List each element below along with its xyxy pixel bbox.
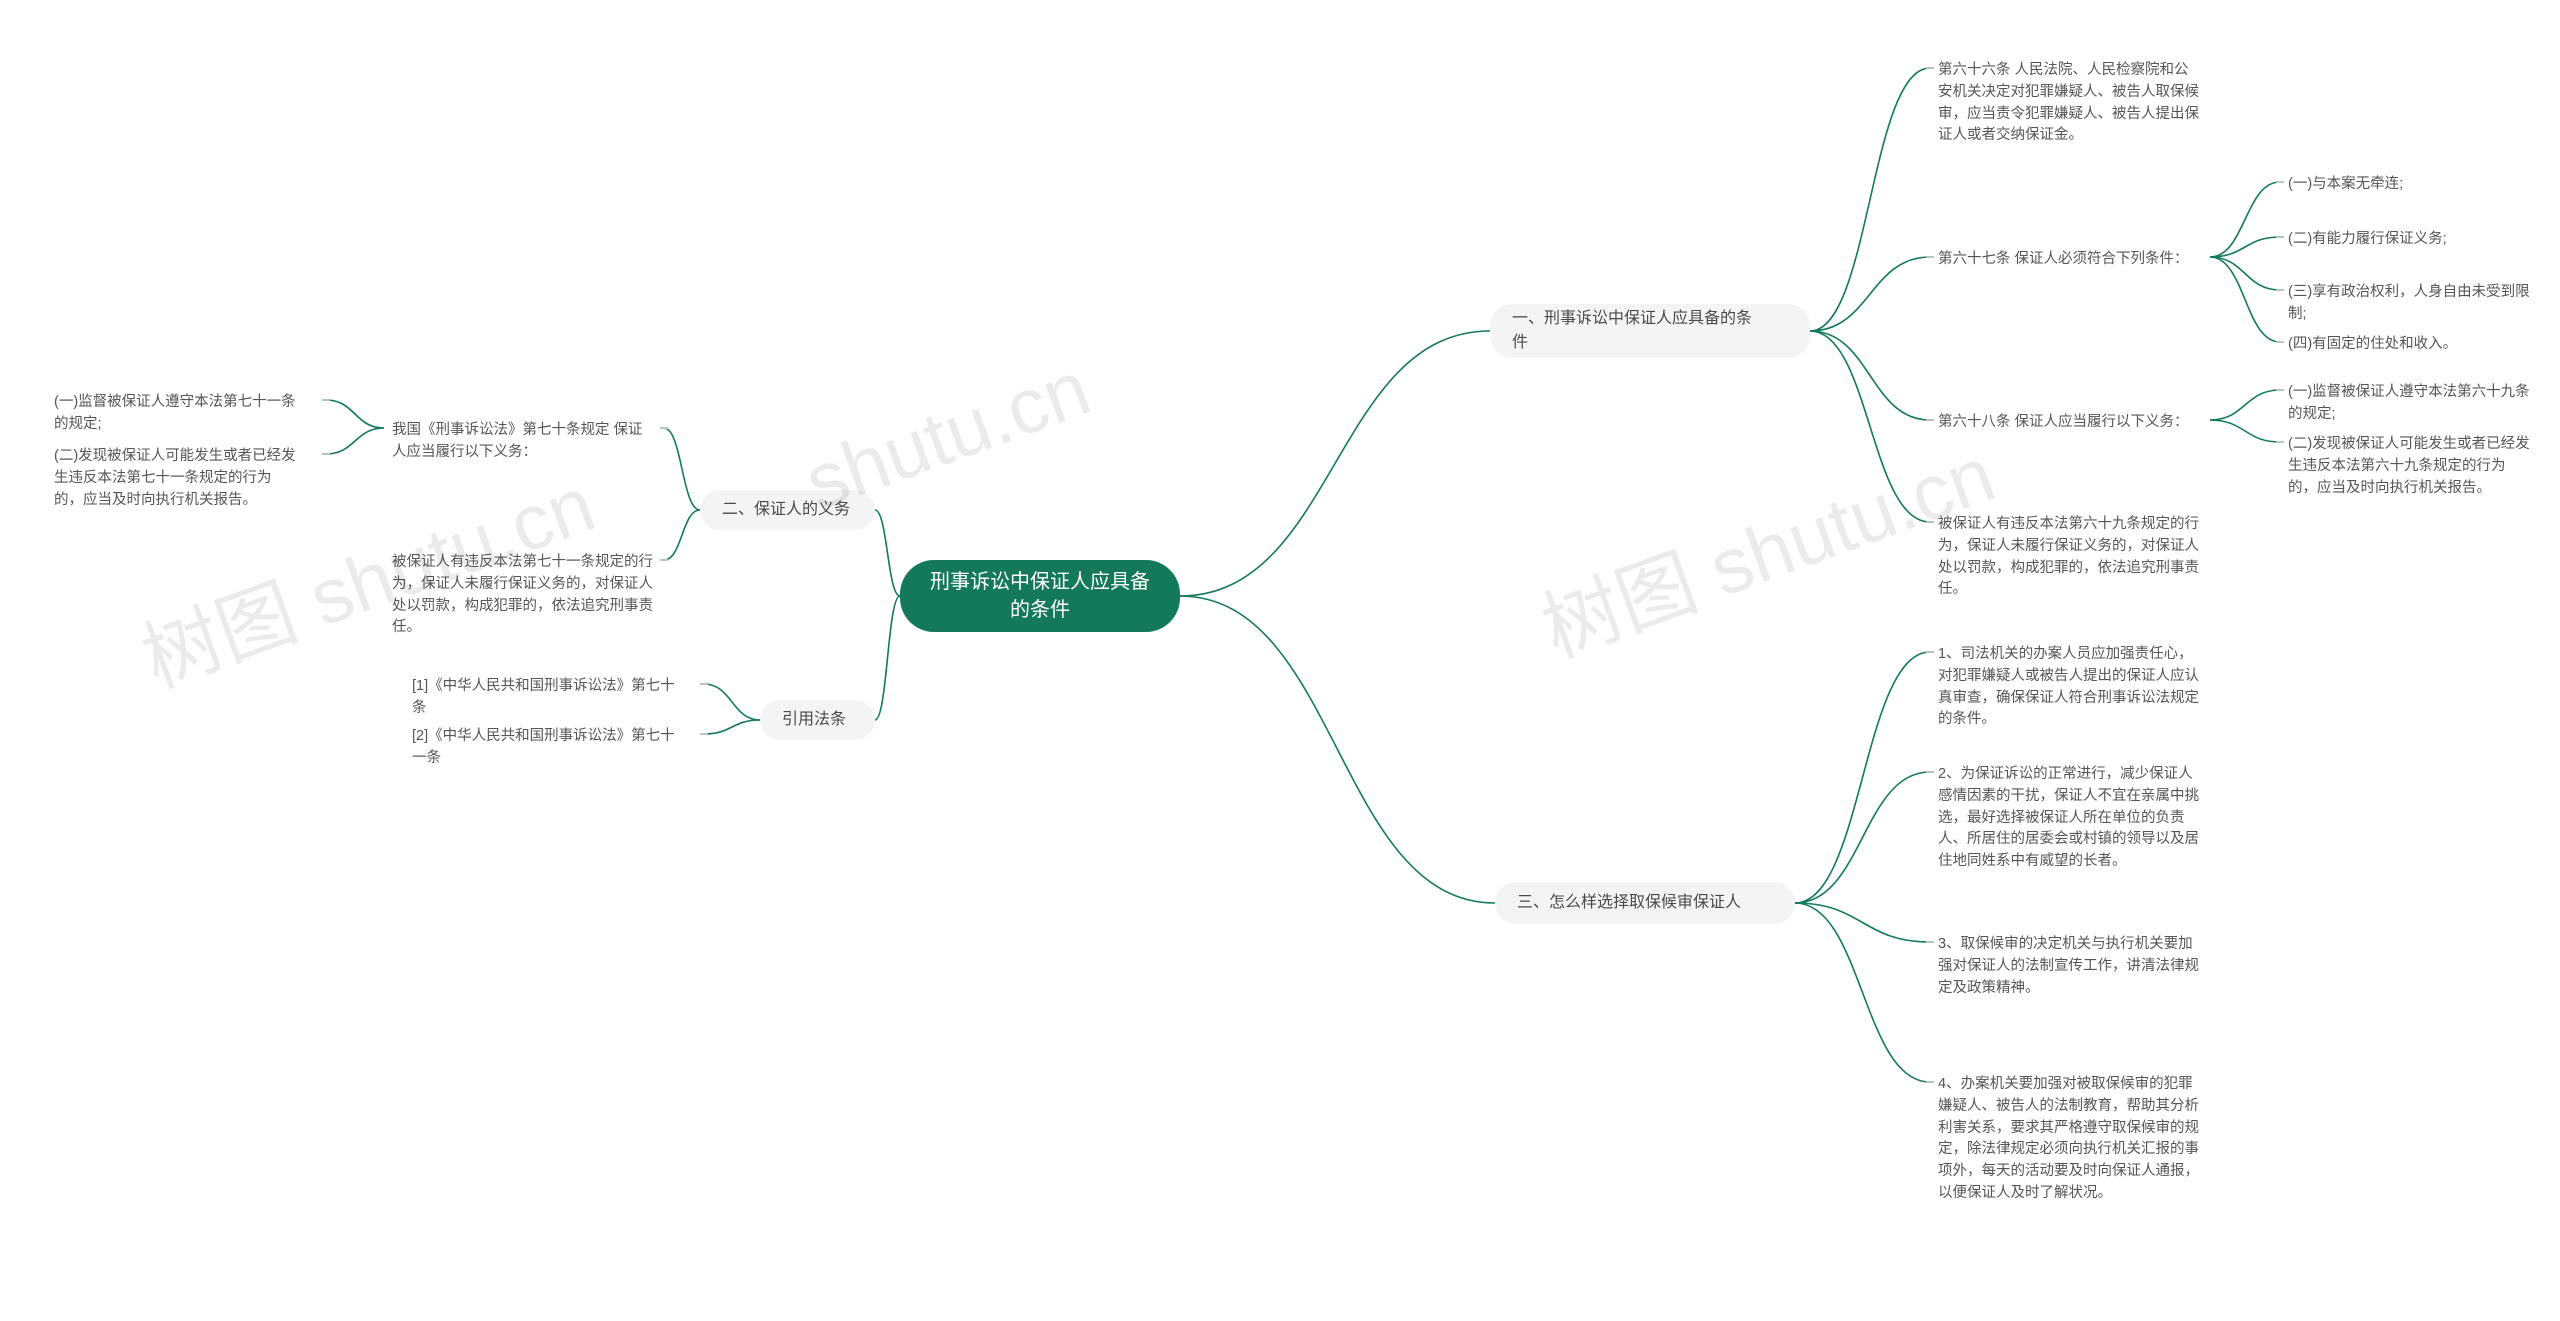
branch-node-l2: 二、保证人的义务 — [700, 490, 875, 530]
leaf-node-r3d: 4、办案机关要加强对被取保候审的犯罪嫌疑人、被告人的法制教育，帮助其分析利害关系… — [1930, 1070, 2210, 1209]
leaf-node-r1d: 被保证人有违反本法第六十九条规定的行为，保证人未履行保证义务的，对保证人处以罚款… — [1930, 510, 2210, 605]
leaf-node-r1c: 第六十八条 保证人应当履行以下义务： — [1930, 408, 2210, 438]
leaf-node-r3a: 1、司法机关的办案人员应加强责任心，对犯罪嫌疑人或被告人提出的保证人应认真审查，… — [1930, 640, 2210, 735]
leaf-node-l2b: 被保证人有违反本法第七十一条规定的行为，保证人未履行保证义务的，对保证人处以罚款… — [384, 548, 664, 643]
leaf-node-l4a: [1]《中华人民共和国刑事诉讼法》第七十条 — [404, 672, 694, 724]
leaf-node-r1b3: (三)享有政治权利，人身自由未受到限制; — [2280, 278, 2540, 330]
branch-node-r1: 一、刑事诉讼中保证人应具备的条 件 — [1490, 304, 1810, 358]
leaf-node-l4b: [2]《中华人民共和国刑事诉讼法》第七十一条 — [404, 722, 694, 774]
leaf-node-r1b2: (二)有能力履行保证义务; — [2280, 225, 2520, 255]
leaf-node-r1b1: (一)与本案无牵连; — [2280, 170, 2520, 200]
leaf-node-l2a1: (一)监督被保证人遵守本法第七十一条的规定; — [46, 388, 306, 440]
leaf-node-r3c: 3、取保候审的决定机关与执行机关要加强对保证人的法制宣传工作，讲清法律规定及政策… — [1930, 930, 2210, 1003]
leaf-node-r1c1: (一)监督被保证人遵守本法第六十九条的规定; — [2280, 378, 2540, 430]
leaf-node-l2a: 我国《刑事诉讼法》第七十条规定 保证人应当履行以下义务： — [384, 416, 664, 468]
leaf-node-r1a: 第六十六条 人民法院、人民检察院和公安机关决定对犯罪嫌疑人、被告人取保候审，应当… — [1930, 56, 2210, 151]
leaf-node-r3b: 2、为保证诉讼的正常进行，减少保证人感情因素的干扰，保证人不宜在亲属中挑选，最好… — [1930, 760, 2210, 877]
leaf-node-r1b: 第六十七条 保证人必须符合下列条件： — [1930, 245, 2210, 275]
leaf-node-r1b4: (四)有固定的住处和收入。 — [2280, 330, 2520, 360]
branch-node-r3: 三、怎么样选择取保候审保证人 — [1495, 882, 1795, 924]
leaf-node-r1c2: (二)发现被保证人可能发生或者已经发生违反本法第六十九条规定的行为的，应当及时向… — [2280, 430, 2540, 503]
branch-node-l4: 引用法条 — [760, 700, 875, 740]
root-node: 刑事诉讼中保证人应具备 的条件 — [900, 560, 1180, 632]
leaf-node-l2a2: (二)发现被保证人可能发生或者已经发生违反本法第七十一条规定的行为的，应当及时向… — [46, 442, 306, 515]
